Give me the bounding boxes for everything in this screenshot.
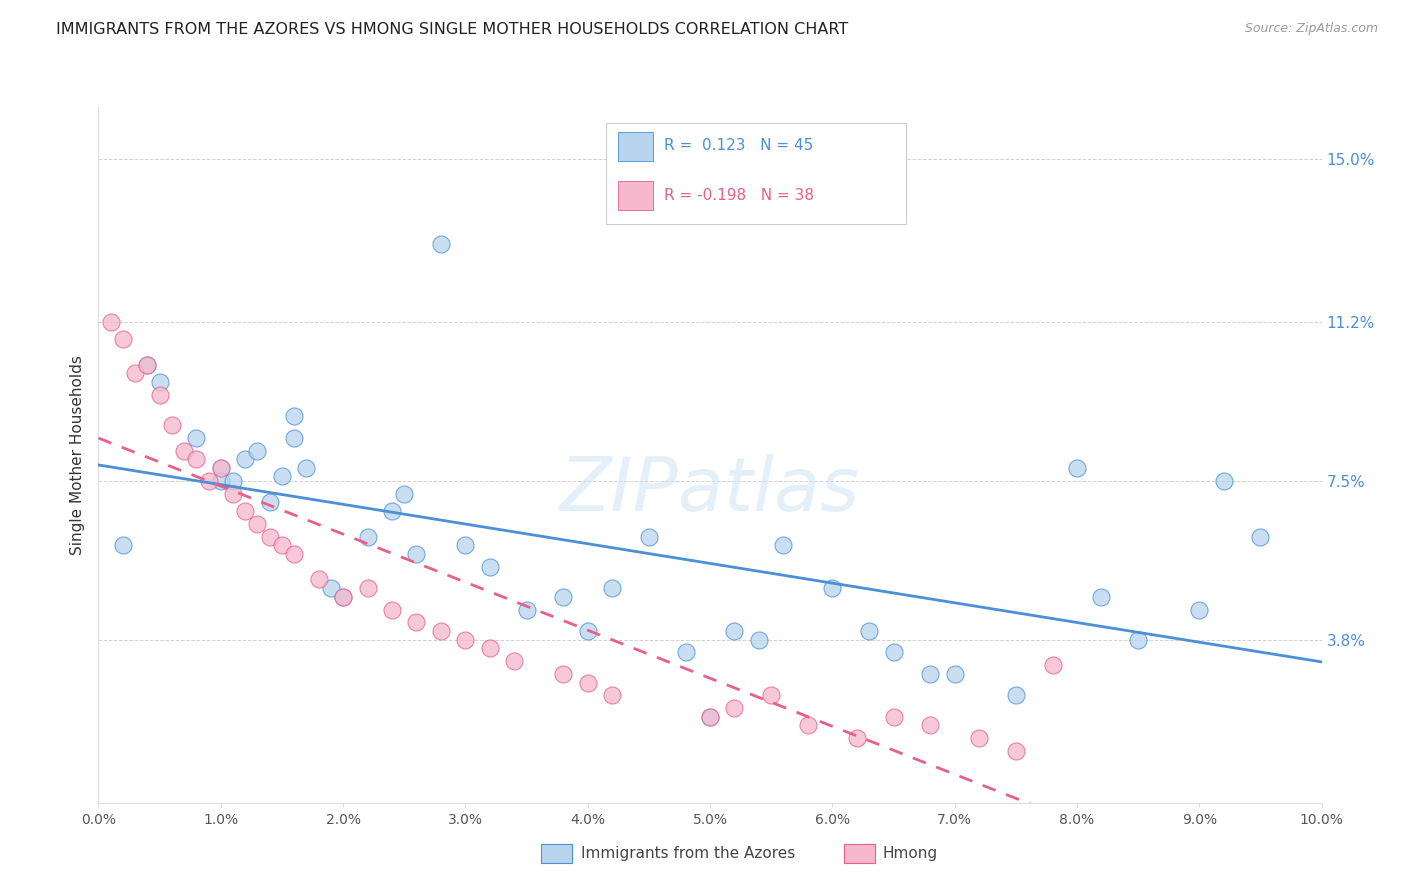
Point: [748, 632, 770, 647]
Point: [1212, 474, 1234, 488]
Point: [797, 718, 820, 732]
Point: [308, 573, 330, 587]
Point: [295, 460, 318, 475]
Point: [699, 710, 721, 724]
Point: [160, 417, 183, 432]
Point: [723, 624, 745, 638]
Point: [454, 632, 477, 647]
Point: [430, 624, 453, 638]
Point: [858, 624, 880, 638]
Point: [503, 654, 526, 668]
Point: [259, 495, 281, 509]
Point: [600, 581, 623, 595]
Point: [100, 315, 122, 329]
Point: [600, 689, 623, 703]
FancyBboxPatch shape: [619, 181, 652, 210]
Point: [136, 358, 159, 372]
Point: [478, 641, 501, 656]
Point: [246, 516, 269, 531]
Text: ZIPatlas: ZIPatlas: [560, 454, 860, 525]
Point: [1042, 658, 1064, 673]
Point: [209, 460, 232, 475]
Point: [1188, 602, 1211, 616]
Point: [943, 667, 966, 681]
Point: [1090, 590, 1112, 604]
Point: [1249, 529, 1271, 543]
Point: [553, 590, 575, 604]
Text: R = -0.198   N = 38: R = -0.198 N = 38: [664, 188, 814, 203]
Point: [222, 486, 245, 500]
Point: [675, 645, 697, 659]
Point: [723, 701, 745, 715]
Point: [883, 710, 905, 724]
Point: [381, 602, 404, 616]
Point: [405, 615, 427, 630]
Point: [478, 559, 501, 574]
Point: [356, 581, 378, 595]
Point: [845, 731, 868, 746]
Point: [259, 529, 281, 543]
Point: [430, 237, 453, 252]
Point: [454, 538, 477, 552]
Point: [209, 460, 232, 475]
Point: [246, 443, 269, 458]
Point: [222, 474, 245, 488]
Point: [111, 332, 134, 346]
Point: [637, 529, 661, 543]
FancyBboxPatch shape: [606, 123, 905, 224]
Text: R =  0.123   N = 45: R = 0.123 N = 45: [664, 138, 813, 153]
Point: [319, 581, 342, 595]
Point: [233, 452, 256, 467]
Point: [124, 367, 146, 381]
Text: Immigrants from the Azores: Immigrants from the Azores: [581, 847, 794, 861]
Point: [186, 452, 208, 467]
Point: [149, 375, 172, 389]
Text: Source: ZipAtlas.com: Source: ZipAtlas.com: [1244, 22, 1378, 36]
Point: [920, 667, 942, 681]
Point: [283, 431, 305, 445]
Point: [967, 731, 990, 746]
Point: [699, 710, 721, 724]
Point: [233, 504, 256, 518]
Point: [759, 689, 782, 703]
Point: [149, 388, 172, 402]
Point: [283, 547, 305, 561]
Point: [516, 602, 538, 616]
Point: [197, 474, 219, 488]
Point: [136, 358, 159, 372]
Text: Hmong: Hmong: [883, 847, 938, 861]
Point: [1128, 632, 1150, 647]
Point: [392, 486, 416, 500]
Point: [332, 590, 354, 604]
Point: [405, 547, 427, 561]
Point: [772, 538, 794, 552]
Point: [173, 443, 195, 458]
Point: [576, 624, 599, 638]
Point: [883, 645, 905, 659]
Point: [356, 529, 378, 543]
Point: [283, 409, 305, 424]
Point: [186, 431, 208, 445]
Y-axis label: Single Mother Households: Single Mother Households: [70, 355, 86, 555]
Point: [1066, 460, 1088, 475]
Point: [270, 538, 292, 552]
Point: [1004, 744, 1026, 758]
Point: [576, 675, 599, 690]
Point: [111, 538, 134, 552]
Point: [270, 469, 292, 483]
Point: [332, 590, 354, 604]
Text: IMMIGRANTS FROM THE AZORES VS HMONG SINGLE MOTHER HOUSEHOLDS CORRELATION CHART: IMMIGRANTS FROM THE AZORES VS HMONG SING…: [56, 22, 848, 37]
FancyBboxPatch shape: [619, 132, 652, 161]
Point: [821, 581, 844, 595]
Point: [1004, 689, 1026, 703]
Point: [920, 718, 942, 732]
Point: [381, 504, 404, 518]
Point: [553, 667, 575, 681]
Point: [209, 474, 232, 488]
